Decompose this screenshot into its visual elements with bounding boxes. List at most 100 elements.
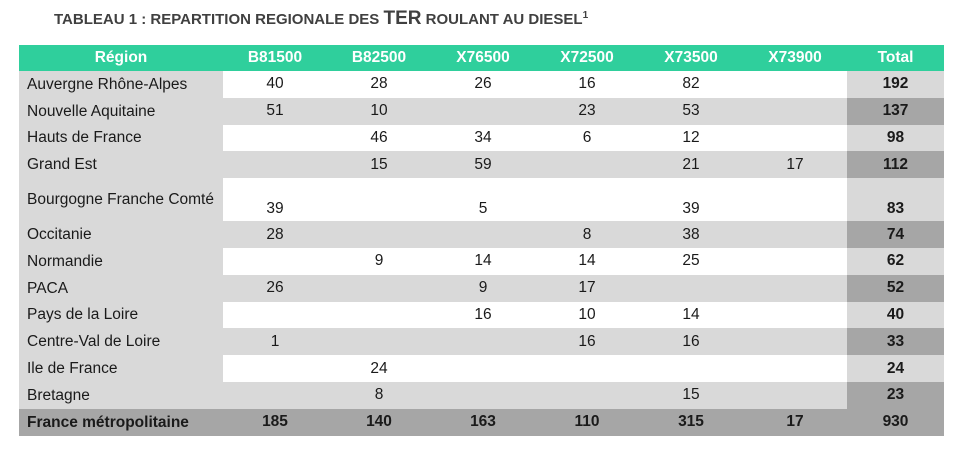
region-name: Normandie <box>19 247 223 275</box>
footer-total: 930 <box>847 408 944 436</box>
value-cell <box>223 247 327 275</box>
table-row: Centre-Val de Loire 1 16 16 33 <box>19 328 944 356</box>
region-name: Centre-Val de Loire <box>19 328 223 356</box>
value-cell <box>743 97 847 125</box>
value-cell <box>431 97 535 125</box>
total-cell: 192 <box>847 71 944 98</box>
value-cell: 6 <box>535 124 639 152</box>
table-row: Bretagne 8 15 23 <box>19 381 944 409</box>
footer-cell: 110 <box>535 408 639 436</box>
total-cell: 83 <box>847 178 944 222</box>
value-cell: 14 <box>639 301 743 329</box>
value-cell <box>535 381 639 409</box>
total-cell: 23 <box>847 381 944 409</box>
footer-cell: 315 <box>639 408 743 436</box>
value-cell <box>431 221 535 248</box>
header-x73900: X73900 <box>743 45 847 71</box>
value-cell <box>743 178 847 222</box>
value-cell <box>743 124 847 152</box>
value-cell: 17 <box>535 274 639 302</box>
value-cell: 51 <box>223 97 327 125</box>
value-cell: 28 <box>327 71 431 98</box>
header-b81500: B81500 <box>223 45 327 71</box>
value-cell: 28 <box>223 221 327 248</box>
region-name: Nouvelle Aquitaine <box>19 97 223 125</box>
region-name: Grand Est <box>19 151 223 179</box>
value-cell <box>431 328 535 356</box>
value-cell: 14 <box>535 247 639 275</box>
value-cell: 46 <box>327 124 431 152</box>
value-cell <box>327 221 431 248</box>
value-cell: 16 <box>431 301 535 329</box>
table-row: PACA 26 9 17 52 <box>19 274 944 302</box>
value-cell <box>327 274 431 302</box>
title-footnote: 1 <box>582 10 589 21</box>
value-cell <box>743 355 847 382</box>
total-cell: 74 <box>847 221 944 248</box>
value-cell <box>327 178 431 222</box>
value-cell <box>223 124 327 152</box>
value-cell <box>743 381 847 409</box>
table-row: Normandie 9 14 14 25 62 <box>19 247 944 275</box>
table-title: Tableau 1 : Repartition regionale des TE… <box>54 8 588 32</box>
value-cell: 15 <box>327 151 431 179</box>
value-cell <box>743 328 847 356</box>
value-cell <box>327 328 431 356</box>
value-cell <box>535 151 639 179</box>
table-row: Nouvelle Aquitaine 51 10 23 53 137 <box>19 97 944 125</box>
total-cell: 137 <box>847 97 944 125</box>
value-cell: 39 <box>639 178 743 222</box>
total-cell: 40 <box>847 301 944 329</box>
value-cell: 15 <box>639 381 743 409</box>
table-row: Auvergne Rhône-Alpes 40 28 26 16 82 192 <box>19 71 944 98</box>
value-cell: 16 <box>535 71 639 98</box>
title-prefix: Tableau 1 : Repartition regionale des <box>54 11 384 28</box>
value-cell: 1 <box>223 328 327 356</box>
value-cell: 10 <box>535 301 639 329</box>
value-cell: 16 <box>535 328 639 356</box>
value-cell: 34 <box>431 124 535 152</box>
value-cell: 53 <box>639 97 743 125</box>
value-cell: 9 <box>431 274 535 302</box>
total-cell: 112 <box>847 151 944 179</box>
title-suffix: roulant au diesel <box>421 11 583 28</box>
footer-cell: 140 <box>327 408 431 436</box>
value-cell <box>639 355 743 382</box>
region-name: Bourgogne Franche Comté <box>19 178 223 222</box>
value-cell <box>223 355 327 382</box>
footer-cell: 17 <box>743 408 847 436</box>
value-cell <box>535 355 639 382</box>
value-cell <box>743 274 847 302</box>
footer-label: France métropolitaine <box>19 408 223 436</box>
value-cell <box>535 178 639 222</box>
value-cell: 8 <box>535 221 639 248</box>
header-b82500: B82500 <box>327 45 431 71</box>
value-cell: 5 <box>431 178 535 222</box>
value-cell <box>327 301 431 329</box>
value-cell: 9 <box>327 247 431 275</box>
value-cell <box>743 221 847 248</box>
table-row: Hauts de France 46 34 6 12 98 <box>19 124 944 152</box>
total-cell: 24 <box>847 355 944 382</box>
value-cell <box>431 381 535 409</box>
regional-table: Région B81500 B82500 X76500 X72500 X7350… <box>19 45 944 436</box>
value-cell: 59 <box>431 151 535 179</box>
value-cell: 40 <box>223 71 327 98</box>
header-x73500: X73500 <box>639 45 743 71</box>
table-row: Bourgogne Franche Comté 39 5 39 83 <box>19 178 944 222</box>
value-cell: 21 <box>639 151 743 179</box>
value-cell <box>223 301 327 329</box>
region-name: Hauts de France <box>19 124 223 152</box>
value-cell <box>223 151 327 179</box>
value-cell: 17 <box>743 151 847 179</box>
total-cell: 62 <box>847 247 944 275</box>
value-cell: 39 <box>223 178 327 222</box>
value-cell <box>743 71 847 98</box>
value-cell: 38 <box>639 221 743 248</box>
total-cell: 98 <box>847 124 944 152</box>
footer-cell: 163 <box>431 408 535 436</box>
title-ter: TER <box>383 8 422 29</box>
value-cell: 24 <box>327 355 431 382</box>
footer-row: France métropolitaine 185 140 163 110 31… <box>19 408 944 436</box>
value-cell: 23 <box>535 97 639 125</box>
